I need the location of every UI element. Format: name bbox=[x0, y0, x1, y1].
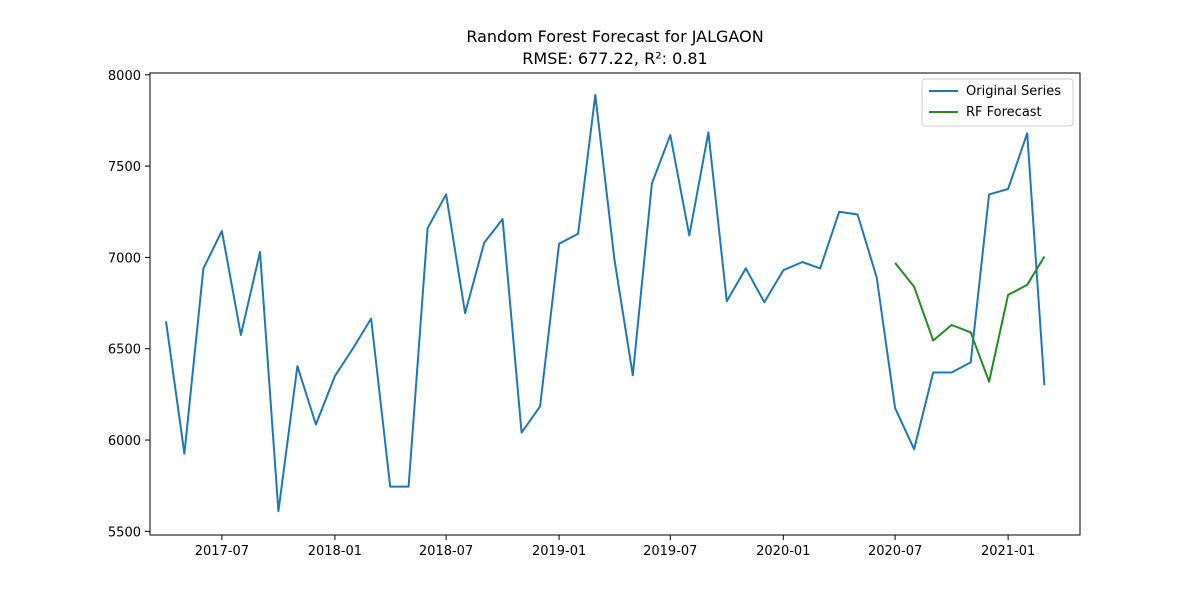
data-point-original-series bbox=[464, 312, 466, 314]
data-point-original-series bbox=[594, 94, 596, 96]
y-tick-label: 8000 bbox=[108, 69, 141, 84]
y-tick-label: 5500 bbox=[108, 525, 141, 540]
data-point-rf-forecast bbox=[894, 262, 896, 264]
chart-title: Random Forest Forecast for JALGAON bbox=[466, 27, 763, 46]
data-point-original-series bbox=[259, 251, 261, 253]
data-point-original-series bbox=[669, 134, 671, 136]
data-point-original-series bbox=[857, 214, 859, 216]
data-point-original-series bbox=[651, 183, 653, 185]
y-tick-label: 6000 bbox=[108, 434, 141, 449]
data-point-rf-forecast bbox=[970, 331, 972, 333]
data-point-rf-forecast bbox=[1007, 294, 1009, 296]
data-point-rf-forecast bbox=[988, 381, 990, 383]
data-point-rf-forecast bbox=[932, 340, 934, 342]
data-point-original-series bbox=[483, 242, 485, 244]
data-point-original-series bbox=[334, 375, 336, 377]
data-point-original-series bbox=[819, 267, 821, 269]
data-point-original-series bbox=[838, 211, 840, 213]
plot-frame bbox=[149, 72, 1081, 536]
data-point-original-series bbox=[296, 365, 298, 367]
data-point-rf-forecast bbox=[1026, 284, 1028, 286]
legend-label-original-series: Original Series bbox=[966, 84, 1061, 99]
data-point-original-series bbox=[521, 432, 523, 434]
y-tick-label: 6500 bbox=[108, 343, 141, 358]
data-point-original-series bbox=[558, 243, 560, 245]
data-point-original-series bbox=[539, 405, 541, 407]
data-point-original-series bbox=[1043, 384, 1045, 386]
x-tick-label: 2018-07 bbox=[419, 544, 473, 559]
data-point-original-series bbox=[613, 258, 615, 260]
data-point-original-series bbox=[183, 453, 185, 455]
legend-label-rf-forecast: RF Forecast bbox=[966, 105, 1042, 120]
data-point-original-series bbox=[745, 267, 747, 269]
data-point-original-series bbox=[876, 277, 878, 279]
data-point-original-series bbox=[988, 193, 990, 195]
data-point-original-series bbox=[165, 320, 167, 322]
data-point-original-series bbox=[913, 448, 915, 450]
y-tick-label: 7000 bbox=[108, 251, 141, 266]
x-tick-label: 2019-07 bbox=[643, 544, 697, 559]
data-point-original-series bbox=[277, 510, 279, 512]
data-point-original-series bbox=[240, 334, 242, 336]
data-point-original-series bbox=[726, 300, 728, 302]
data-point-original-series bbox=[445, 193, 447, 195]
series-line-original-series bbox=[165, 93, 1046, 513]
data-point-original-series bbox=[353, 346, 355, 348]
data-point-original-series bbox=[707, 131, 709, 133]
data-point-original-series bbox=[970, 361, 972, 363]
data-point-original-series bbox=[688, 235, 690, 237]
x-tick-label: 2017-07 bbox=[195, 544, 249, 559]
data-point-original-series bbox=[221, 230, 223, 232]
data-point-original-series bbox=[202, 267, 204, 269]
data-point-original-series bbox=[894, 407, 896, 409]
data-point-original-series bbox=[389, 486, 391, 488]
data-point-original-series bbox=[408, 486, 410, 488]
chart-subtitle: RMSE: 677.22, R²: 0.81 bbox=[522, 49, 707, 68]
data-point-original-series bbox=[315, 424, 317, 426]
x-tick-label: 2020-07 bbox=[868, 544, 922, 559]
data-point-original-series bbox=[1026, 132, 1028, 134]
data-point-original-series bbox=[577, 233, 579, 235]
data-point-original-series bbox=[427, 227, 429, 229]
data-point-original-series bbox=[951, 372, 953, 374]
x-tick-label: 2018-01 bbox=[308, 544, 362, 559]
legend: Original Series RF Forecast bbox=[921, 78, 1074, 127]
series-layer bbox=[165, 93, 1046, 513]
axes-layer: 5500 6000 6500 7000 7500 8000 2017-07 2018-01 20… bbox=[108, 69, 1081, 559]
series-line-rf-forecast bbox=[894, 255, 1046, 383]
data-point-original-series bbox=[502, 218, 504, 220]
data-point-original-series bbox=[782, 269, 784, 271]
data-point-original-series bbox=[763, 301, 765, 303]
data-point-original-series bbox=[932, 372, 934, 374]
x-tick-label: 2020-01 bbox=[756, 544, 810, 559]
data-point-original-series bbox=[632, 374, 634, 376]
data-point-original-series bbox=[1007, 188, 1009, 190]
x-tick-label: 2019-01 bbox=[532, 544, 586, 559]
data-point-rf-forecast bbox=[913, 286, 915, 288]
data-point-original-series bbox=[370, 318, 372, 320]
data-point-original-series bbox=[801, 261, 803, 263]
legend-box bbox=[921, 78, 1074, 127]
data-point-rf-forecast bbox=[951, 324, 953, 326]
y-tick-label: 7500 bbox=[108, 160, 141, 175]
data-point-rf-forecast bbox=[1043, 256, 1045, 258]
x-tick-label: 2021-01 bbox=[981, 544, 1035, 559]
